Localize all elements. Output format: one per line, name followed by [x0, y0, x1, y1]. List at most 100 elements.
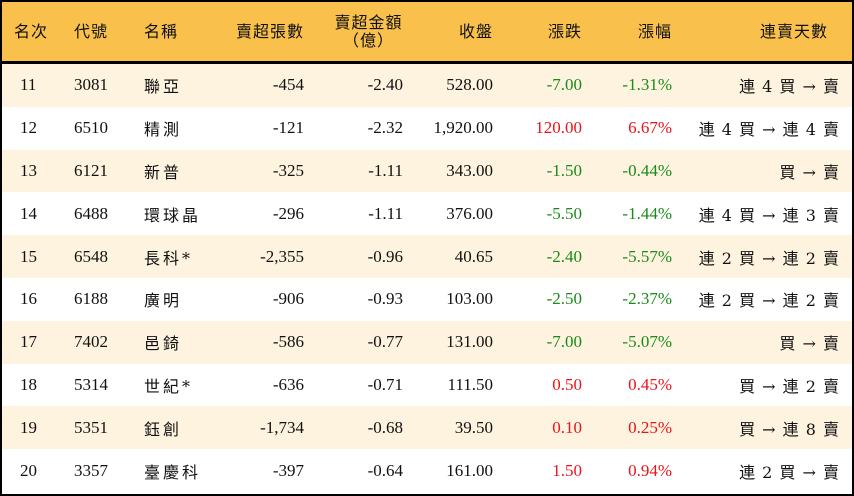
table-row: 13 6121 新普 -325 -1.11 343.00 -1.50 -0.44… [2, 149, 852, 193]
cell-net-sell-amount: -1.11 [368, 160, 403, 180]
cell-streak: 連 4 買 → 連 4 賣 [698, 120, 840, 140]
cell-code: 3081 [74, 75, 108, 95]
cell-net-sell-amount: -0.71 [367, 374, 403, 394]
cell-name: 世紀* [144, 376, 194, 396]
cell-streak: 買 → 賣 [779, 162, 840, 182]
cell-change-pct: -1.31% [622, 75, 672, 95]
cell-streak: 連 2 買 → 賣 [739, 462, 840, 482]
cell-streak: 連 4 買 → 連 3 賣 [698, 205, 840, 225]
cell-change-pct: -5.07% [622, 332, 672, 352]
cell-change-pct: -5.57% [622, 246, 672, 266]
cell-close: 161.00 [446, 460, 493, 480]
header-streak: 連賣天數 [759, 21, 828, 41]
cell-name: 精測 [144, 120, 183, 140]
cell-rank: 20 [20, 460, 37, 480]
cell-net-sell-volume: -906 [272, 289, 304, 309]
cell-change: -2.40 [546, 246, 582, 266]
cell-name: 邑錡 [144, 334, 183, 354]
cell-change: -7.00 [546, 332, 582, 352]
header-code: 代號 [74, 21, 109, 41]
cell-name: 臺慶科 [144, 462, 202, 482]
table-row: 20 3357 臺慶科 -397 -0.64 161.00 1.50 0.94%… [2, 449, 852, 492]
table-row: 19 5351 鈺創 -1,734 -0.68 39.50 0.10 0.25%… [2, 406, 852, 450]
cell-rank: 18 [20, 374, 37, 394]
cell-net-sell-volume: -296 [272, 203, 304, 223]
cell-close: 131.00 [446, 332, 493, 352]
cell-rank: 15 [20, 246, 37, 266]
cell-change-pct: -0.44% [622, 160, 672, 180]
header-name: 名稱 [144, 21, 179, 41]
cell-change: -5.50 [546, 203, 582, 223]
header-net-sell-amount: 賣超金額 （億） [304, 12, 403, 50]
cell-code: 5351 [74, 417, 108, 437]
cell-net-sell-amount: -0.96 [367, 246, 403, 266]
cell-streak: 買 → 連 8 賣 [739, 419, 840, 439]
cell-close: 40.65 [454, 246, 493, 266]
cell-close: 1,920.00 [433, 118, 494, 138]
cell-code: 5314 [74, 374, 108, 394]
table-row: 12 6510 精測 -121 -2.32 1,920.00 120.00 6.… [2, 106, 852, 150]
cell-rank: 17 [20, 332, 37, 352]
cell-net-sell-amount: -0.77 [367, 332, 403, 352]
header-rank: 名次 [14, 21, 49, 41]
cell-change-pct: 0.45% [628, 374, 672, 394]
table-row: 18 5314 世紀* -636 -0.71 111.50 0.50 0.45%… [2, 363, 852, 407]
cell-net-sell-amount: -1.11 [368, 203, 403, 223]
cell-change: -7.00 [546, 75, 582, 95]
cell-close: 103.00 [446, 289, 493, 309]
cell-name: 長科* [144, 248, 194, 268]
cell-name: 聯亞 [144, 77, 183, 97]
cell-change: -2.50 [546, 289, 582, 309]
cell-code: 6121 [74, 160, 108, 180]
cell-code: 6510 [74, 118, 108, 138]
cell-net-sell-amount: -0.64 [367, 460, 403, 480]
cell-code: 6188 [74, 289, 108, 309]
cell-net-sell-amount: -2.40 [367, 75, 403, 95]
table-row: 16 6188 廣明 -906 -0.93 103.00 -2.50 -2.37… [2, 277, 852, 321]
table-header: 名次 代號 名稱 賣超張數 賣超金額 （億） 收盤 漲跌 漲幅 連賣天數 [2, 2, 852, 64]
cell-name: 環球晶 [144, 205, 202, 225]
table-body: 11 3081 聯亞 -454 -2.40 528.00 -7.00 -1.31… [2, 64, 852, 492]
header-net-sell-amount-line2: （億） [342, 30, 394, 50]
cell-change-pct: 0.25% [628, 417, 672, 437]
cell-net-sell-volume: -325 [272, 160, 304, 180]
table-row: 14 6488 環球晶 -296 -1.11 376.00 -5.50 -1.4… [2, 192, 852, 236]
cell-code: 3357 [74, 460, 108, 480]
cell-net-sell-amount: -0.93 [367, 289, 403, 309]
cell-net-sell-volume: -636 [272, 374, 304, 394]
cell-rank: 19 [20, 417, 37, 437]
cell-code: 6548 [74, 246, 108, 266]
cell-streak: 連 2 買 → 連 2 賣 [698, 291, 840, 311]
cell-name: 新普 [144, 162, 183, 182]
header-change-pct: 漲幅 [637, 21, 672, 41]
cell-close: 39.50 [454, 417, 493, 437]
cell-change: 1.50 [552, 460, 582, 480]
header-net-sell-volume: 賣超張數 [235, 21, 304, 41]
cell-net-sell-volume: -121 [272, 118, 304, 138]
cell-streak: 連 4 買 → 賣 [739, 77, 840, 97]
cell-change-pct: 0.94% [628, 460, 672, 480]
cell-net-sell-amount: -0.68 [367, 417, 403, 437]
cell-streak: 買 → 連 2 賣 [739, 376, 840, 396]
header-change: 漲跌 [547, 21, 582, 41]
cell-close: 528.00 [446, 75, 493, 95]
cell-name: 廣明 [144, 291, 183, 311]
cell-rank: 11 [20, 75, 37, 95]
table-row: 17 7402 邑錡 -586 -0.77 131.00 -7.00 -5.07… [2, 320, 852, 364]
cell-code: 6488 [74, 203, 108, 223]
table-row: 15 6548 長科* -2,355 -0.96 40.65 -2.40 -5.… [2, 235, 852, 278]
cell-rank: 14 [20, 203, 37, 223]
header-net-sell-amount-line1: 賣超金額 [334, 12, 403, 32]
cell-code: 7402 [74, 332, 108, 352]
cell-net-sell-amount: -2.32 [367, 118, 403, 138]
cell-close: 111.50 [447, 374, 494, 394]
cell-rank: 12 [20, 118, 37, 138]
cell-change: 120.00 [535, 118, 582, 138]
cell-rank: 16 [20, 289, 37, 309]
cell-change-pct: -2.37% [622, 289, 672, 309]
cell-change: 0.10 [552, 417, 582, 437]
cell-name: 鈺創 [144, 419, 183, 439]
cell-close: 343.00 [446, 160, 493, 180]
cell-net-sell-volume: -397 [272, 460, 304, 480]
